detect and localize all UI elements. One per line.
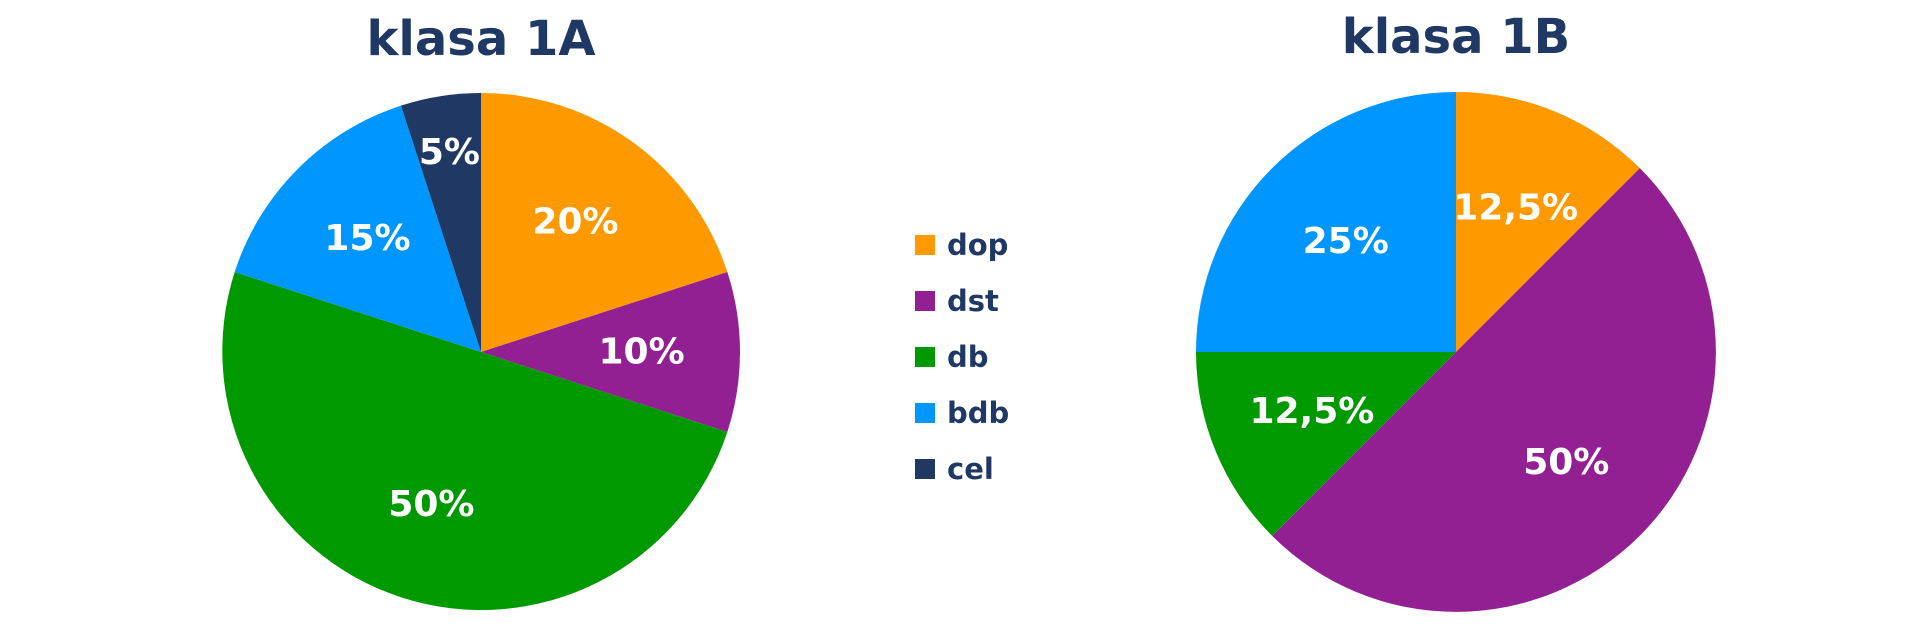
pie-slice-1a-dop: [481, 93, 728, 352]
legend-label-dop: dop: [947, 228, 1008, 262]
legend-label-dst: dst: [947, 284, 999, 318]
pie-label-1a-dst: 10%: [599, 332, 685, 373]
legend-label-db: db: [947, 340, 989, 374]
pie-slice-1a-dst: [481, 271, 740, 433]
pie-labels-1a: 20% 10% 50% 15% 5%: [324, 132, 684, 525]
chart-title-1a: klasa 1A: [367, 11, 596, 67]
legend-swatch-cel: [915, 459, 935, 479]
legend-swatch-dst: [915, 291, 935, 311]
pie-label-1a-dop: 20%: [532, 202, 618, 243]
pie-slice-1b-dst: [1272, 168, 1716, 612]
pie-slices-1a: [222, 93, 740, 611]
legend: dop dst db bdb cel: [915, 228, 1009, 486]
pie-chart-1a: klasa 1A 20% 10% 50% 15% 5%: [222, 11, 740, 611]
pie-label-1b-dst: 50%: [1523, 442, 1609, 483]
legend-swatch-bdb: [915, 403, 935, 423]
pie-label-1b-db: 12,5%: [1249, 391, 1374, 432]
pie-chart-1b: klasa 1B 12,5% 50% 12,5% 25%: [1196, 9, 1716, 612]
legend-swatch-db: [915, 347, 935, 367]
pie-slice-1b-bdb: [1196, 92, 1456, 352]
pie-label-1a-db: 50%: [388, 484, 474, 525]
chart-title-1b: klasa 1B: [1342, 9, 1570, 65]
pie-slice-1a-cel: [400, 93, 481, 352]
pie-label-1b-bdb: 25%: [1303, 221, 1389, 262]
pie-slices-1b: [1196, 92, 1716, 612]
pie-label-1a-cel: 5%: [419, 132, 480, 173]
pie-label-1a-bdb: 15%: [324, 218, 410, 259]
pie-slice-1a-bdb: [234, 105, 481, 353]
pie-labels-1b: 12,5% 50% 12,5% 25%: [1249, 187, 1609, 482]
legend-label-cel: cel: [947, 452, 994, 486]
pie-label-1b-dop: 12,5%: [1453, 187, 1578, 228]
pie-slice-1b-dop: [1456, 92, 1640, 352]
legend-swatch-dop: [915, 235, 935, 255]
legend-label-bdb: bdb: [947, 396, 1009, 430]
pie-slice-1b-db: [1196, 352, 1456, 536]
pie-slice-1a-db: [222, 271, 728, 611]
